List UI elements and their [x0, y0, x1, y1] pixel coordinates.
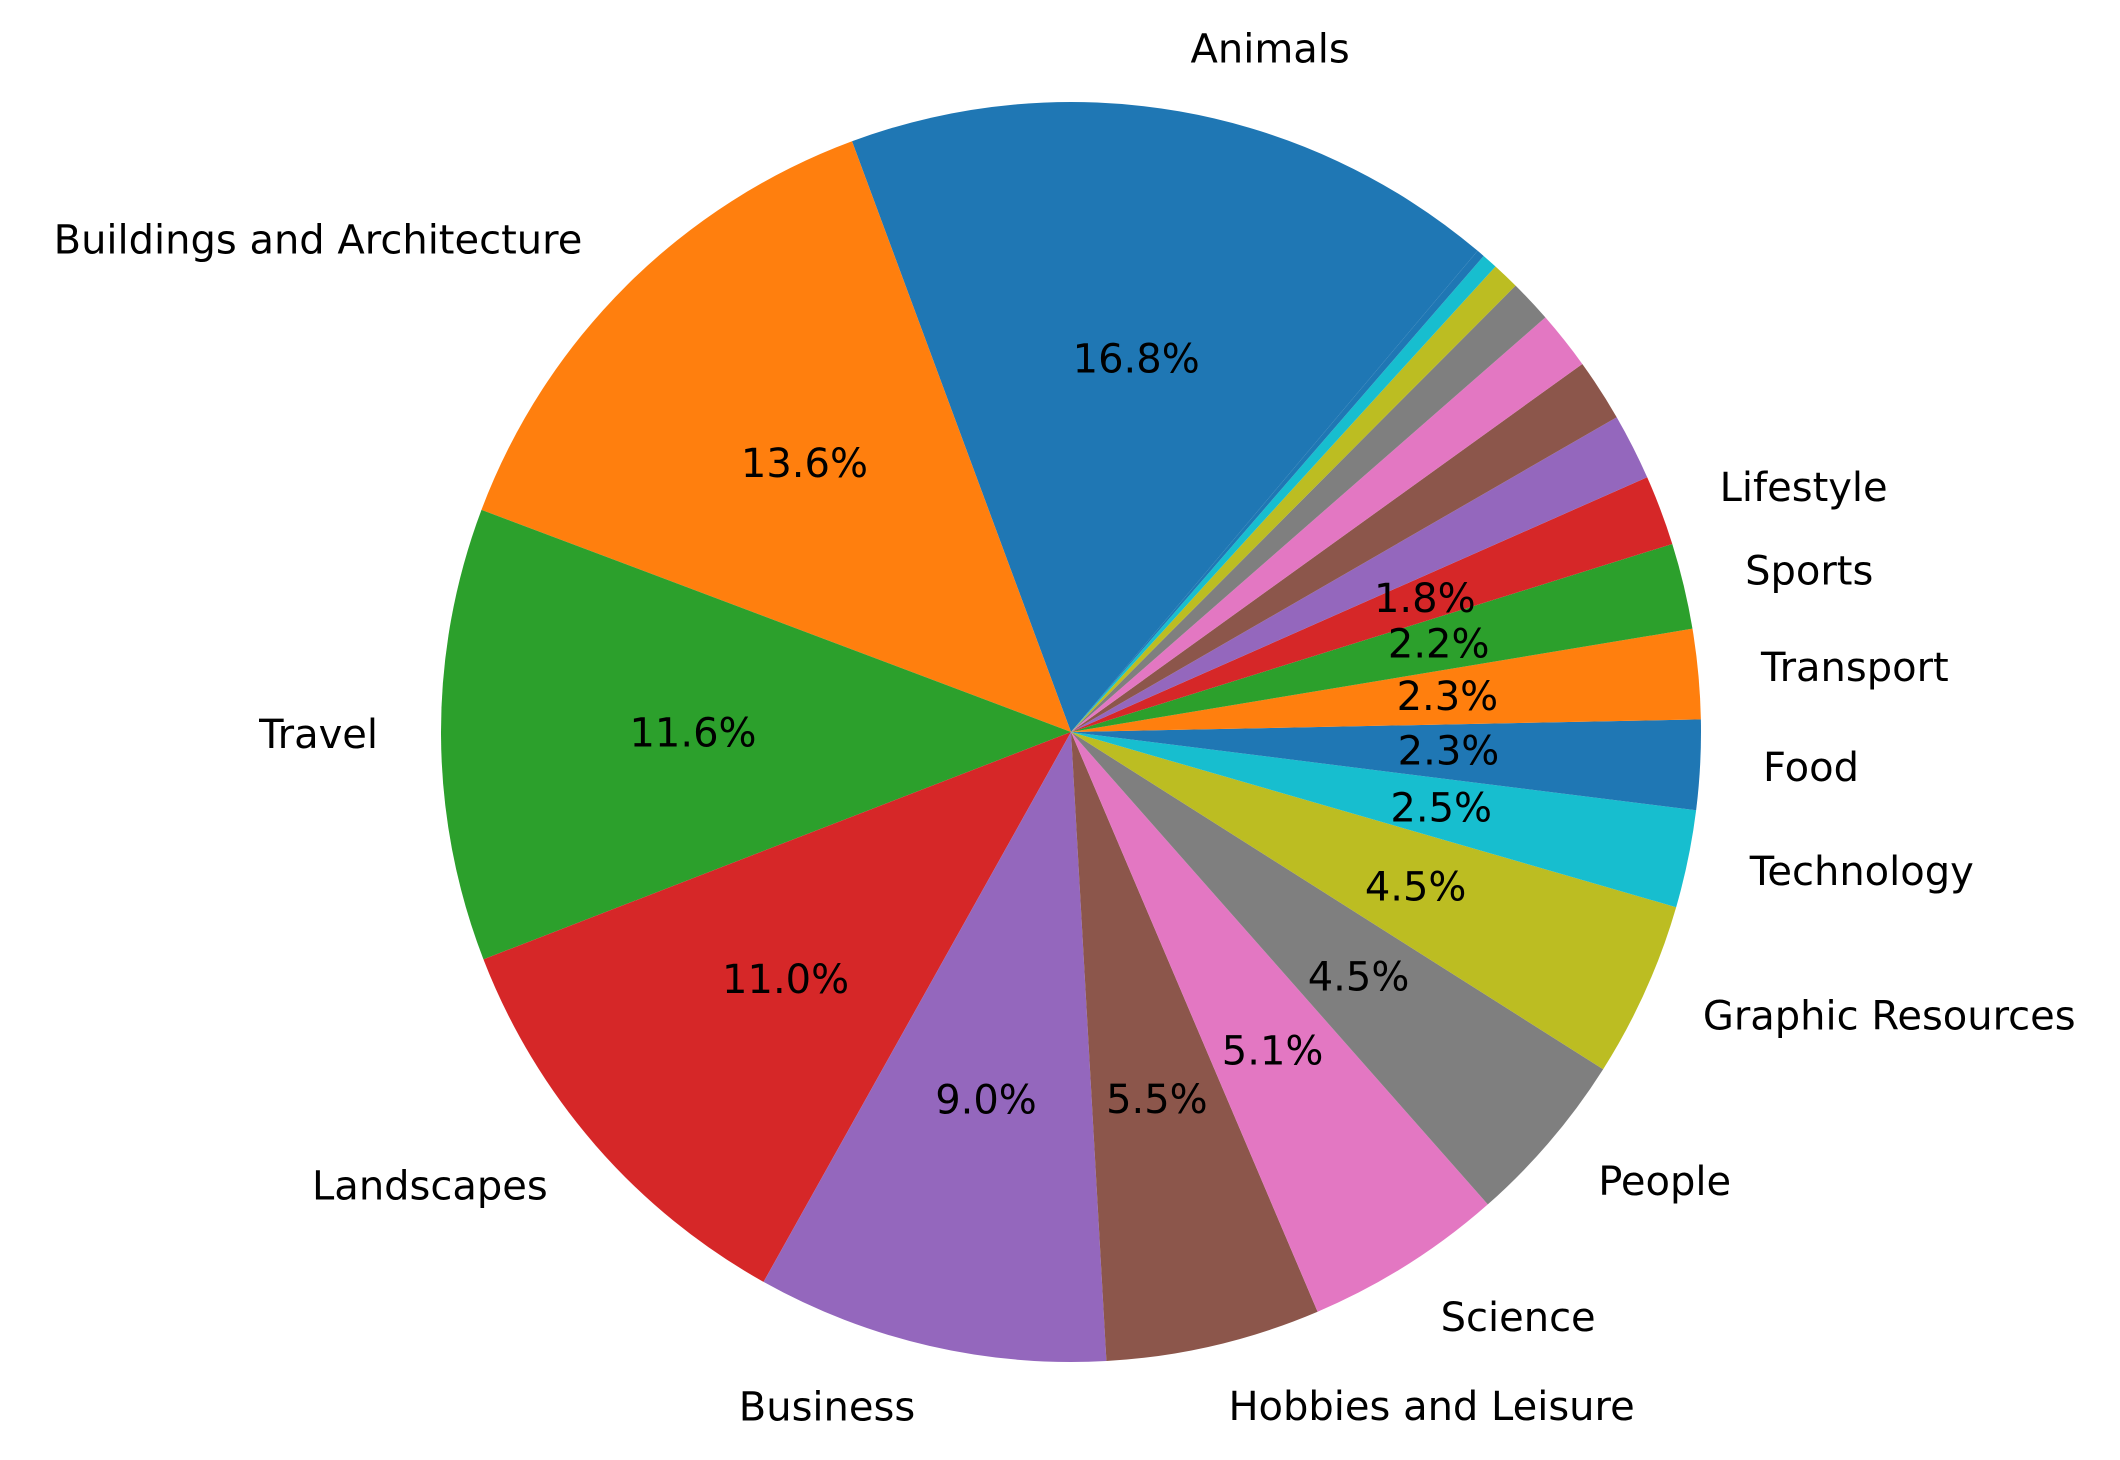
- pie-slice-unlabeled-20: [1071, 250, 1484, 732]
- pie-slice-unlabeled-19: [1071, 255, 1496, 732]
- percentage-label: 11.6%: [629, 711, 756, 757]
- category-label: Landscapes: [312, 1163, 548, 1209]
- percentage-label: 2.3%: [1398, 729, 1500, 775]
- pie-slice-transport: [1071, 628, 1701, 732]
- category-label: Travel: [258, 712, 378, 758]
- category-label: Science: [1441, 1295, 1596, 1341]
- percentage-label: 4.5%: [1365, 864, 1467, 910]
- pie-slices: [441, 102, 1701, 1362]
- percentage-label: 2.5%: [1390, 785, 1492, 831]
- pie-slice-business: [763, 732, 1107, 1362]
- percentage-label: 9.0%: [935, 1077, 1037, 1123]
- category-label: Buildings and Architecture: [54, 218, 583, 264]
- pie-slice-graphic-resources: [1071, 732, 1677, 1070]
- pie-slice-food: [1071, 719, 1701, 811]
- category-label: Food: [1763, 745, 1859, 791]
- pie-slice-unlabeled-17: [1071, 285, 1546, 732]
- pie-slice-landscapes: [483, 732, 1072, 1282]
- pie-slice-science: [1071, 732, 1488, 1312]
- category-label: Lifestyle: [1720, 465, 1888, 511]
- category-label: Graphic Resources: [1703, 994, 2076, 1040]
- pie-slice-people: [1071, 732, 1604, 1205]
- category-label: Technology: [1749, 849, 1974, 895]
- pie-slice-unlabeled-18: [1071, 266, 1516, 732]
- pie-slice-lifestyle: [1071, 477, 1673, 732]
- category-label: Hobbies and Leisure: [1228, 1384, 1634, 1430]
- percentage-label: 1.8%: [1374, 576, 1476, 622]
- pie-slice-unlabeled-15: [1071, 363, 1617, 732]
- pie-slice-unlabeled-16: [1071, 317, 1583, 732]
- category-label: Transport: [1760, 645, 1949, 691]
- percentage-label: 4.5%: [1308, 954, 1410, 1000]
- category-label: Animals: [1191, 26, 1350, 72]
- percentage-label: 13.6%: [741, 441, 868, 487]
- percentage-label: 2.3%: [1397, 674, 1499, 720]
- pie-slice-travel: [441, 509, 1071, 960]
- pie-slice-sports: [1071, 543, 1693, 732]
- pie-slice-hobbies-and-leisure: [1071, 732, 1318, 1362]
- pie-slice-unlabeled-14: [1071, 417, 1648, 732]
- category-label: People: [1598, 1159, 1731, 1205]
- percentage-label: 2.2%: [1388, 621, 1490, 667]
- percentage-label: 5.5%: [1106, 1077, 1208, 1123]
- pie-slice-buildings-and-architecture: [481, 141, 1071, 732]
- percentage-label: 16.8%: [1073, 337, 1200, 383]
- percentage-label: 11.0%: [722, 957, 849, 1003]
- category-label: Sports: [1745, 548, 1873, 594]
- percentage-label: 5.1%: [1222, 1029, 1324, 1075]
- pie-slice-technology: [1071, 732, 1697, 908]
- pie-slice-animals: [852, 102, 1478, 733]
- percentage-labels: 16.8% 13.6% 11.6% 11.0% 9.0% 5.5% 5.1% 4.5% 4.5%…: [629, 337, 1499, 1124]
- category-label: Business: [739, 1384, 915, 1430]
- category-labels: Animals Buildings and Architecture Travel L…: [54, 26, 2076, 1430]
